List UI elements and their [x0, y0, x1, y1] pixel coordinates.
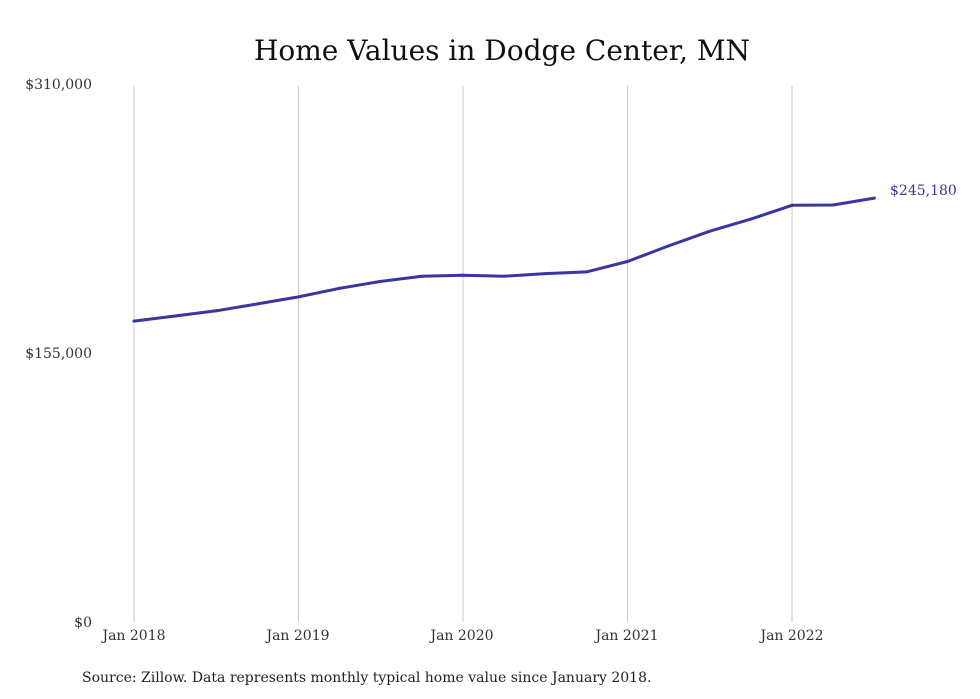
home-value-line [132, 196, 876, 323]
data-point [379, 279, 383, 283]
data-point [831, 203, 835, 207]
data-point [214, 309, 218, 313]
data-point [584, 270, 588, 274]
data-point [297, 295, 300, 299]
x-tick-label: Jan 2018 [100, 628, 165, 644]
gridlines [133, 86, 793, 622]
data-point [420, 274, 424, 278]
data-point [667, 244, 671, 248]
y-tick-label: $0 [74, 615, 92, 631]
y-axis: $310,000 $155,000 $0 [25, 77, 92, 631]
data-point [255, 302, 259, 306]
x-tick-label: Jan 2019 [264, 628, 329, 644]
x-tick-label: Jan 2020 [428, 628, 493, 644]
data-point [173, 314, 177, 318]
data-point [502, 274, 506, 278]
y-tick-label: $155,000 [25, 346, 92, 362]
data-point [338, 286, 342, 290]
data-point [749, 217, 753, 221]
data-point [708, 229, 712, 233]
series-group [132, 196, 876, 323]
x-tick-label: Jan 2021 [593, 628, 658, 644]
data-point [543, 272, 547, 276]
y-tick-label: $310,000 [25, 77, 92, 93]
data-point [790, 203, 794, 207]
x-axis: Jan 2018 Jan 2019 Jan 2020 Jan 2021 Jan … [100, 628, 823, 644]
data-point [461, 273, 465, 277]
source-note: Source: Zillow. Data represents monthly … [82, 670, 651, 686]
end-value-label: $245,180 [890, 183, 957, 199]
x-tick-label: Jan 2022 [758, 628, 823, 644]
chart-title: Home Values in Dodge Center, MN [254, 34, 750, 67]
data-point [132, 319, 136, 323]
data-point [872, 196, 876, 200]
data-point [626, 260, 629, 263]
